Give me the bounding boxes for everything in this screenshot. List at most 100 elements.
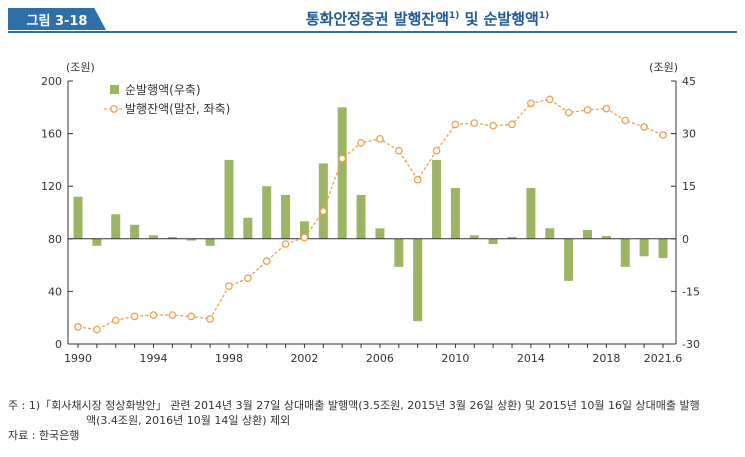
legend-swatch-bar [110,85,119,94]
left-tick-label: 120 [41,180,62,193]
line-point [564,108,573,117]
bar [507,237,517,239]
bar [73,196,83,239]
series-line-balance [77,98,664,331]
bar [469,235,479,239]
x-tick-label: 2014 [517,352,545,365]
bar [526,187,536,239]
line-point [394,146,403,155]
title-main: 통화안정증권 발행잔액 [305,10,449,28]
line-point [489,121,498,130]
bars-layer [73,107,668,322]
bar [318,163,328,239]
footnote-line-2: 액(3.4조원, 2016년 10월 14일 상환) 제외 [86,414,291,427]
footnotes: 주 : 1)「회사채시장 정상화방안」 관련 2014년 3월 27일 상대매출… [8,398,700,443]
bar [583,230,593,239]
line-layer [74,95,667,334]
x-tick-label: 2018 [592,352,620,365]
bar [92,238,102,246]
line-point [281,240,290,248]
footnote-line-1: 주 : 1)「회사채시장 정상화방안」 관련 2014년 3월 27일 상대매출… [8,399,700,412]
bar [111,214,121,239]
line-point [413,175,422,184]
line-point [187,312,196,321]
line-point [168,311,177,319]
line-point [470,119,479,127]
line-point [319,207,328,216]
right-tick-label: 15 [682,180,696,193]
bar [658,238,668,259]
bar [488,238,498,245]
right-tick-label: 30 [682,128,696,141]
bar [356,194,366,239]
x-tick-label: 2006 [366,352,394,365]
bar [148,235,158,239]
left-tick-label: 40 [48,285,62,298]
x-tick-label: 1998 [215,352,243,365]
chart-svg: 0 40 80 120 160 200 -30 -15 0 15 30 45 (조원) (조원) 1990 1… [41,61,700,365]
left-tick-label: 200 [41,75,62,88]
x-tick-label: 2021.6 [644,352,683,365]
left-tick-label: 80 [48,233,62,246]
line-point [508,120,516,129]
line-point [225,282,233,290]
bar [130,224,140,239]
bar [639,238,649,257]
left-unit-label: (조원) [66,61,95,74]
line-point [93,325,101,334]
bar [450,187,460,239]
title-join: 및 순발행액 [459,10,539,28]
legend: 순발행액(우축) 발행잔액(말잔, 좌축) [104,82,230,116]
line-point [74,323,82,331]
line-point [357,138,365,147]
line-point [640,123,648,131]
bar [601,235,611,239]
chart-title: 통화안정증권 발행잔액1) 및 순발행액1) [0,8,745,29]
source-note: 자료 : 한국은행 [8,429,80,442]
right-tick-label: -30 [682,338,700,351]
right-tick-label: -15 [682,285,700,298]
title-footnote-mark: 1) [449,11,460,21]
legend-label-line: 발행잔액(말잔, 좌축) [125,101,230,116]
line-point [376,135,384,143]
line-point [545,95,554,104]
x-tick-label: 1994 [139,352,167,365]
right-tick-label: 0 [682,233,689,246]
bar [337,107,347,239]
bar [545,228,555,239]
bar [299,221,309,239]
bar [243,217,253,239]
axes-layer: 0 40 80 120 160 200 -30 -15 0 15 30 45 (조원) (조원) 1990 1… [41,61,700,365]
line-point [659,131,667,139]
line-point [338,154,347,163]
bar [375,228,385,239]
title-rule [8,31,737,33]
line-point [621,116,630,125]
bar [620,238,630,267]
bar [224,159,234,239]
bar [564,238,574,281]
line-point [130,312,139,321]
line-point [262,257,271,266]
x-tick-label: 2010 [441,352,469,365]
line-point [111,316,120,325]
bar [167,237,177,239]
bar [394,238,404,267]
line-point [206,315,214,323]
left-tick-label: 0 [55,338,62,351]
figure-tag: 그림 3-18 [8,8,106,30]
right-tick-label: 45 [682,75,696,88]
bar [432,159,442,239]
line-point [432,146,441,155]
bar [413,238,423,322]
line-point [602,104,611,113]
line-point [300,233,309,242]
x-tick-label: 2002 [290,352,318,365]
bar [262,186,272,239]
bar [205,238,215,246]
legend-label-bar: 순발행액(우축) [125,82,201,97]
line-point [149,311,158,319]
right-unit-label: (조원) [649,61,678,74]
line-point [527,99,535,108]
line-point [243,274,252,283]
